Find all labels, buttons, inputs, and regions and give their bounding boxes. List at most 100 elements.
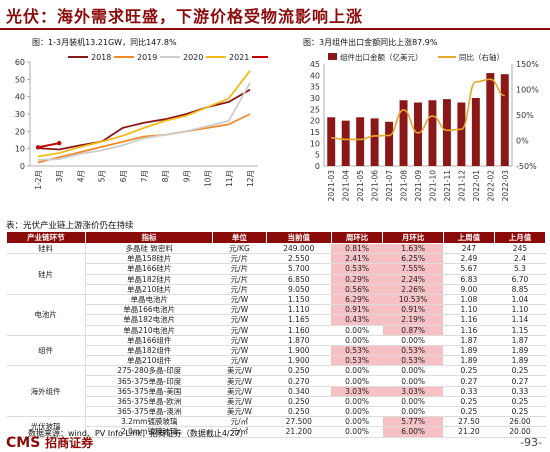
wow-cell: 2.41% bbox=[331, 253, 383, 265]
y-tick-label: 10 bbox=[310, 139, 320, 148]
table-row: 硅片 单晶158硅片 元/片 2.550 2.41% 6.25% 2.49 2.4 bbox=[6, 253, 546, 295]
mom-cell: 5.77% bbox=[382, 416, 444, 428]
current-value-cell: 1.160 bbox=[266, 325, 332, 336]
table-row: 365-375单晶-美国 美元/W 0.340 3.03% 3.03% 0.33 0.33 bbox=[7, 386, 546, 397]
table-row: 365-375单晶-澳洲 美元/W 0.250 0.00% 0.00% 0.25 0.25 bbox=[7, 406, 546, 418]
legend-label-2018: 2018 bbox=[91, 53, 111, 62]
export-bar-chart: 0 5 10 15 20 25 30 35 40 45 -50% 0% 50% 100% 150% 2021-… bbox=[310, 52, 539, 202]
current-value-cell: 5.700 bbox=[266, 263, 332, 275]
indicator-cell: 365-375单晶-印度 bbox=[85, 375, 213, 387]
current-value-cell: 9.050 bbox=[266, 284, 332, 295]
x-tick-label: 2022-03 bbox=[501, 170, 510, 202]
indicator-cell: 单晶电池片 bbox=[85, 294, 213, 306]
wow-cell: 0.00% bbox=[331, 365, 383, 377]
indicator-cell: 365-375单晶-美国 bbox=[85, 386, 213, 397]
bar bbox=[356, 117, 365, 166]
indicator-cell: 单晶158硅片 bbox=[85, 253, 213, 265]
bar bbox=[414, 102, 422, 166]
x-tick-label: 3月 bbox=[55, 170, 64, 182]
x-tick-label: 12月 bbox=[246, 170, 255, 187]
bar bbox=[428, 100, 437, 166]
current-value-cell: 1.900 bbox=[266, 355, 332, 367]
y-tick-label: 35 bbox=[310, 83, 320, 92]
x-tick-label: 9月 bbox=[182, 170, 191, 182]
last-month-cell: 0.25 bbox=[494, 406, 546, 418]
y-tick-label: 20 bbox=[15, 127, 25, 136]
mom-cell: 2.19% bbox=[382, 314, 444, 326]
y-tick-label: 10 bbox=[15, 145, 25, 154]
last-month-cell: 245 bbox=[494, 243, 546, 255]
unit-cell: 元/W bbox=[212, 294, 267, 306]
mom-cell: 3.03% bbox=[382, 386, 444, 397]
current-value-cell: 21.200 bbox=[266, 426, 332, 438]
x-tick-label: 2022-02 bbox=[486, 170, 495, 202]
bar bbox=[385, 121, 394, 166]
table-header-cell: 单位 bbox=[212, 231, 267, 244]
series-point-2022 bbox=[57, 140, 62, 146]
last-week-cell: 0.25 bbox=[443, 396, 495, 408]
segment-cell: 组件 bbox=[6, 335, 86, 367]
unit-cell: 美元/W bbox=[212, 375, 267, 387]
mom-cell: 1.63% bbox=[382, 243, 444, 255]
unit-cell: 元/片 bbox=[212, 263, 267, 275]
bar bbox=[471, 98, 480, 166]
table-row: 单晶182组件 元/W 1.900 0.53% 0.53% 1.89 1.89 bbox=[7, 345, 546, 357]
y-tick-label: 20 bbox=[310, 117, 320, 126]
table-header-cell: 当前值 bbox=[265, 231, 332, 244]
last-week-cell: 2.49 bbox=[443, 253, 495, 265]
price-table: 产业链环节 指标 单位 当前值 周环比 月环比 上周值 上月值 硅料 多晶硅 致密料 元/KG 24… bbox=[6, 231, 547, 438]
x-tick-label: 2021-05 bbox=[356, 170, 365, 202]
series-line-2021 bbox=[37, 70, 251, 158]
mom-cell: 0.53% bbox=[382, 355, 444, 367]
footer-source: 数据来源：wind、PV Info Link，招商证券（数据截止4/27） bbox=[28, 429, 248, 438]
unit-cell: 元/W bbox=[212, 325, 267, 336]
indicator-cell: 3.2mm镀膜玻璃 bbox=[85, 416, 213, 428]
x-tick-label: 2021-12 bbox=[457, 170, 466, 202]
table-row: 单晶166电池片 元/W 1.110 0.91% 0.91% 1.10 1.10 bbox=[7, 304, 546, 316]
y-tick-label: 0 bbox=[315, 162, 320, 171]
current-value-cell: 0.340 bbox=[266, 386, 332, 397]
table-header-row: 产业链环节 指标 单位 当前值 周环比 月环比 上周值 上月值 bbox=[6, 231, 547, 244]
last-week-cell: 1.10 bbox=[443, 304, 495, 316]
last-month-cell: 0.25 bbox=[494, 396, 546, 408]
unit-cell: 美元/W bbox=[212, 396, 267, 408]
x-tick-label: 2022-01 bbox=[472, 170, 481, 202]
table-row: 2.0mm镀膜玻璃 元/㎡ 21.200 0.00% 6.00% 21.20 20.00 bbox=[7, 426, 546, 438]
current-value-cell: 0.250 bbox=[266, 365, 332, 377]
table-row: 单晶210组件 元/W 1.900 0.53% 0.53% 1.89 1.89 bbox=[7, 355, 546, 367]
last-month-cell: 26.00 bbox=[494, 416, 546, 428]
chart2-title: 图：3月组件出口金额同比上涨87.9% bbox=[303, 38, 438, 47]
unit-cell: 元/㎡ bbox=[212, 426, 267, 438]
x-tick-label: 2021-07 bbox=[385, 170, 394, 202]
last-week-cell: 0.25 bbox=[443, 365, 495, 377]
y-tick-label: 5 bbox=[315, 151, 320, 160]
mom-cell: 0.91% bbox=[382, 304, 444, 316]
unit-cell: 元/片 bbox=[212, 274, 267, 285]
indicator-cell: 2.0mm镀膜玻璃 bbox=[85, 426, 213, 438]
table-header-cell: 产业链环节 bbox=[6, 231, 86, 244]
bar bbox=[327, 117, 336, 166]
last-month-cell: 8.85 bbox=[494, 284, 546, 295]
legend-label-2020: 2020 bbox=[183, 53, 203, 62]
wow-cell: 6.29% bbox=[331, 294, 383, 306]
last-week-cell: 1.08 bbox=[443, 294, 495, 306]
legend-swatch-bar bbox=[328, 53, 337, 60]
wow-cell: 0.00% bbox=[331, 325, 383, 336]
table-row: 单晶210硅片 元/片 9.050 0.56% 2.26% 9.00 8.85 bbox=[7, 284, 546, 295]
mom-cell: 0.00% bbox=[382, 375, 444, 387]
indicator-cell: 单晶210电池片 bbox=[85, 325, 213, 336]
x-tick-label: 8月 bbox=[161, 170, 170, 182]
series-line-2019 bbox=[37, 113, 251, 164]
yoy-line bbox=[331, 78, 505, 141]
unit-cell: 元/W bbox=[212, 355, 267, 367]
bar bbox=[500, 74, 509, 166]
unit-cell: 元/片 bbox=[212, 284, 267, 295]
mom-cell: 0.00% bbox=[382, 406, 444, 418]
last-month-cell: 6.70 bbox=[494, 274, 546, 285]
unit-cell: 元/片 bbox=[212, 253, 267, 265]
wow-cell: 0.00% bbox=[331, 426, 383, 438]
table-row: 光伏玻璃 3.2mm镀膜玻璃 元/㎡ 27.500 0.00% 5.77% 27.50 26.… bbox=[6, 416, 546, 438]
table-row: 单晶166硅片 元/片 5.700 0.53% 7.55% 5.67 5.3 bbox=[7, 263, 546, 275]
last-week-cell: 6.83 bbox=[443, 274, 495, 285]
title-rule bbox=[0, 28, 550, 30]
